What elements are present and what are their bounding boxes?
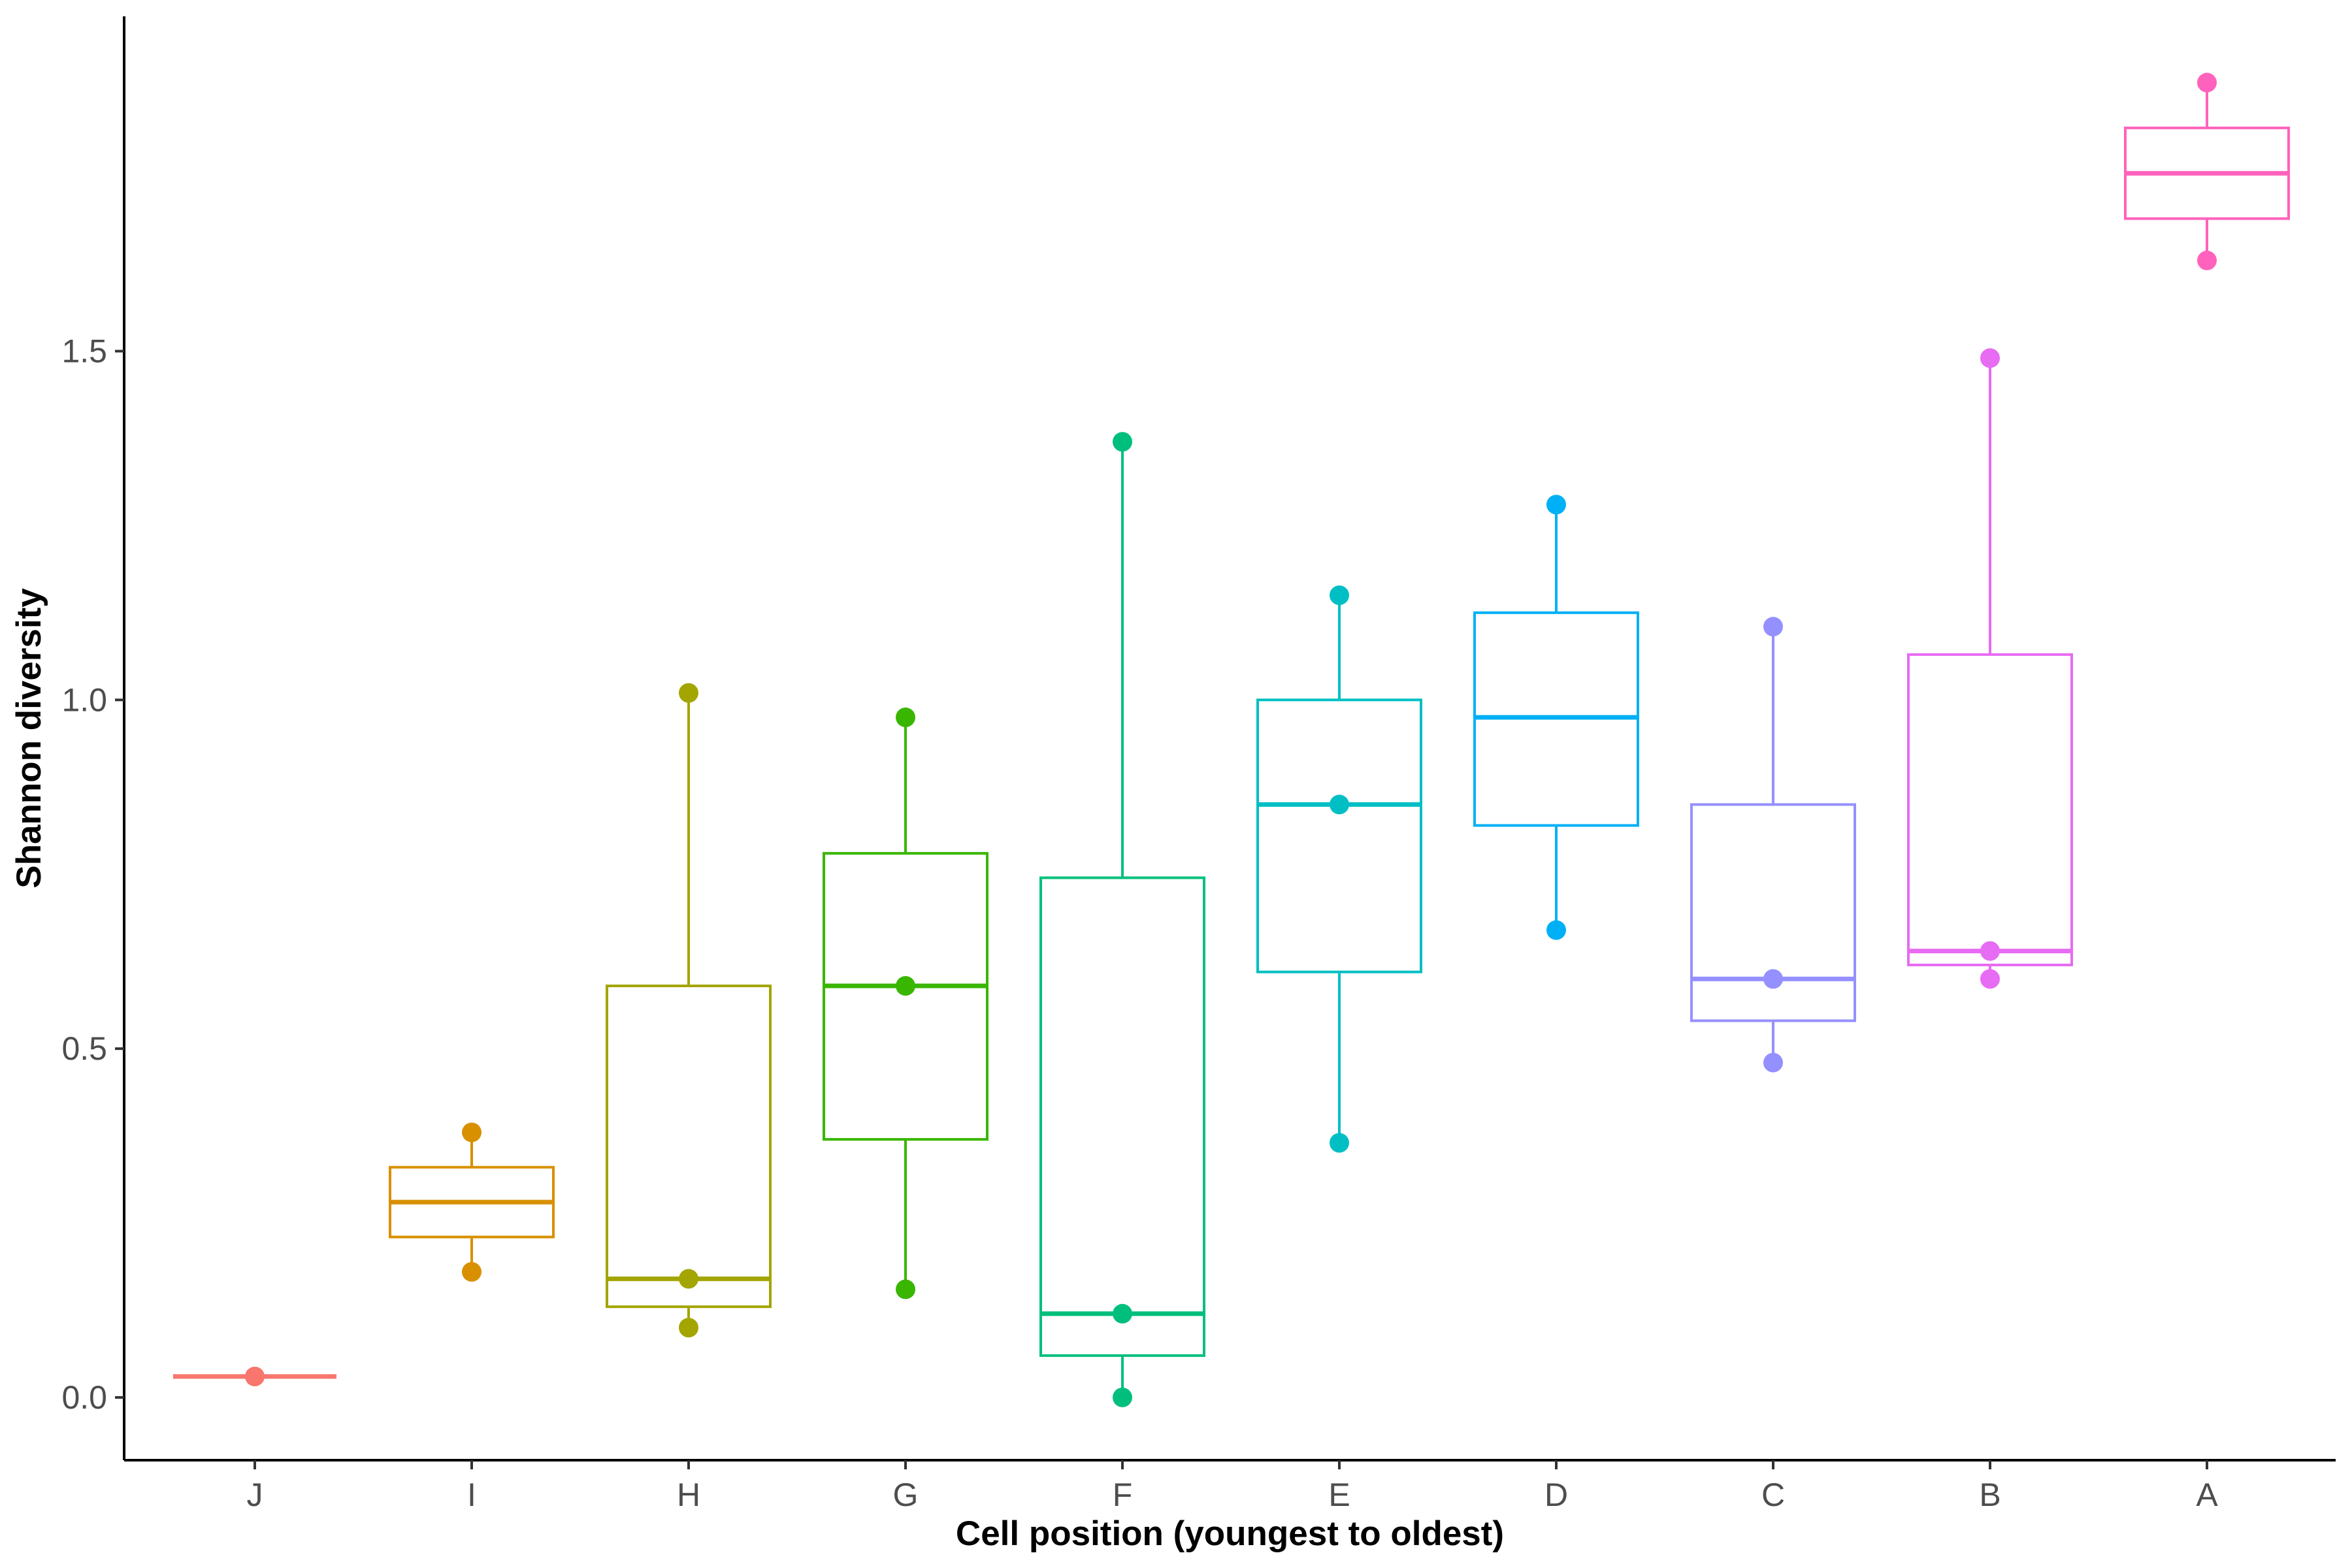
x-tick-label: D: [1544, 1477, 1568, 1513]
box-rect: [823, 852, 988, 1141]
data-point: [1330, 794, 1349, 815]
y-axis-ticks: 0.0 0.5 1.0 1.5: [61, 333, 124, 1416]
box-C: [1690, 617, 1856, 1073]
data-point: [1113, 1387, 1132, 1407]
plot-marks: [173, 73, 2290, 1407]
data-point: [2197, 73, 2217, 93]
x-tick-label: F: [1113, 1477, 1133, 1513]
data-point: [245, 1366, 265, 1386]
data-point: [1113, 432, 1132, 452]
data-point: [679, 1269, 698, 1289]
data-point: [679, 683, 698, 703]
box-G: [823, 707, 988, 1299]
y-tick-label: 1.0: [61, 681, 107, 718]
data-point: [1330, 1133, 1349, 1153]
data-point: [896, 1279, 915, 1299]
y-tick-label: 0.0: [61, 1379, 107, 1416]
x-axis-title: Cell position (youngest to oldest): [956, 1514, 1504, 1553]
data-point: [1763, 617, 1783, 637]
y-tick-label: 0.5: [61, 1030, 107, 1067]
data-point: [1113, 1303, 1132, 1324]
x-tick-label: B: [1979, 1477, 2001, 1513]
data-point: [1763, 969, 1783, 989]
box-E: [1256, 585, 1422, 1153]
x-tick-label: H: [677, 1477, 700, 1513]
data-point: [462, 1122, 482, 1143]
data-point: [679, 1318, 698, 1338]
data-point: [1546, 495, 1566, 515]
x-tick-label: C: [1761, 1477, 1785, 1513]
box-rect: [1907, 653, 2073, 966]
y-tick-label: 1.5: [61, 333, 107, 369]
data-point: [896, 707, 915, 727]
data-point: [462, 1262, 482, 1282]
box-rect: [1256, 698, 1422, 973]
y-axis-title: Shannon diversity: [10, 588, 48, 889]
data-point: [896, 976, 915, 996]
box-I: [389, 1122, 555, 1282]
box-D: [1473, 495, 1639, 940]
box-rect: [606, 985, 772, 1309]
x-tick-label: E: [1328, 1477, 1350, 1513]
data-point: [1763, 1053, 1783, 1073]
box-F: [1039, 432, 1205, 1407]
x-tick-label: G: [893, 1477, 919, 1513]
x-tick-label: J: [247, 1477, 263, 1513]
data-point: [1980, 969, 2000, 989]
x-tick-label: I: [467, 1477, 476, 1513]
box-rect: [1039, 876, 1205, 1357]
data-point: [1980, 941, 2000, 961]
data-point: [1980, 348, 2000, 368]
x-tick-label: A: [2196, 1477, 2218, 1513]
box-H: [606, 683, 772, 1338]
box-B: [1907, 348, 2073, 989]
box-A: [2124, 73, 2290, 270]
data-point: [1330, 585, 1349, 606]
data-point: [1546, 920, 1566, 940]
data-point: [2197, 250, 2217, 270]
box-J: [173, 1366, 336, 1386]
